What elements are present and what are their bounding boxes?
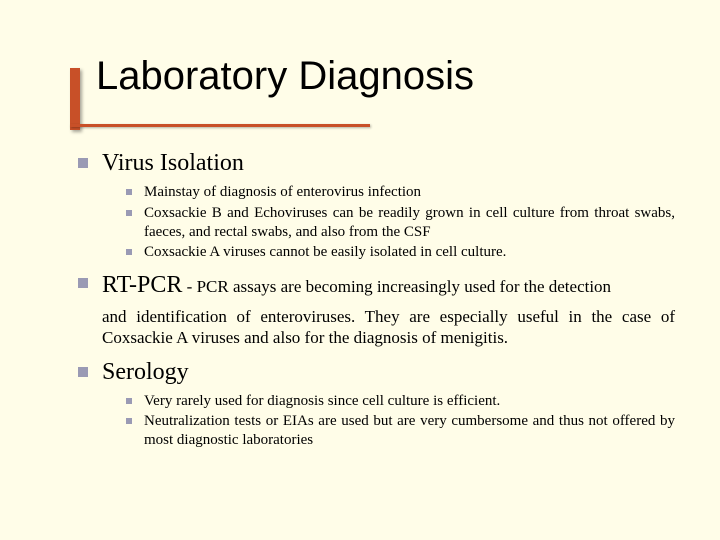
- list-item: Very rarely used for diagnosis since cel…: [126, 392, 675, 411]
- title-container: Laboratory Diagnosis: [96, 54, 474, 99]
- subitems-serology: Very rarely used for diagnosis since cel…: [126, 392, 675, 450]
- section-heading-row: Serology: [78, 359, 675, 386]
- square-bullet-icon: [78, 367, 88, 377]
- slide-title: Laboratory Diagnosis: [96, 54, 474, 99]
- section-heading: RT-PCR: [102, 272, 182, 298]
- list-item: Neutralization tests or EIAs are used bu…: [126, 412, 675, 450]
- list-item: Coxsackie A viruses cannot be easily iso…: [126, 243, 675, 262]
- section-heading-row: Virus Isolation: [78, 150, 675, 177]
- section-serology: Serology Very rarely used for diagnosis …: [78, 359, 675, 450]
- square-bullet-icon: [126, 249, 132, 255]
- list-item: Mainstay of diagnosis of enterovirus inf…: [126, 183, 675, 202]
- list-item-text: Very rarely used for diagnosis since cel…: [144, 392, 675, 411]
- list-item-text: Coxsackie A viruses cannot be easily iso…: [144, 243, 675, 262]
- section-virus-isolation: Virus Isolation Mainstay of diagnosis of…: [78, 150, 675, 262]
- subitems-virus-isolation: Mainstay of diagnosis of enterovirus inf…: [126, 183, 675, 262]
- section-heading-row: RT-PCR - PCR assays are becoming increas…: [78, 270, 675, 300]
- section-continuation: and identification of enteroviruses. The…: [102, 306, 675, 349]
- list-item-text: Neutralization tests or EIAs are used bu…: [144, 412, 675, 450]
- title-accent-horizontal: [70, 124, 370, 127]
- list-item-text: Coxsackie B and Echoviruses can be readi…: [144, 204, 675, 242]
- square-bullet-icon: [126, 210, 132, 216]
- square-bullet-icon: [126, 189, 132, 195]
- title-accent-vertical: [70, 68, 80, 130]
- list-item: Coxsackie B and Echoviruses can be readi…: [126, 204, 675, 242]
- square-bullet-icon: [78, 158, 88, 168]
- square-bullet-icon: [78, 278, 88, 288]
- section-heading: Serology: [102, 359, 189, 386]
- section-separator: -: [182, 277, 196, 296]
- section-heading: Virus Isolation: [102, 150, 244, 177]
- slide-content: Virus Isolation Mainstay of diagnosis of…: [78, 150, 675, 458]
- section-inline-body: RT-PCR - PCR assays are becoming increas…: [102, 270, 611, 300]
- list-item-text: Mainstay of diagnosis of enterovirus inf…: [144, 183, 675, 202]
- section-inline-text: PCR assays are becoming increasingly use…: [197, 277, 612, 296]
- square-bullet-icon: [126, 418, 132, 424]
- section-rtpcr: RT-PCR - PCR assays are becoming increas…: [78, 270, 675, 349]
- square-bullet-icon: [126, 398, 132, 404]
